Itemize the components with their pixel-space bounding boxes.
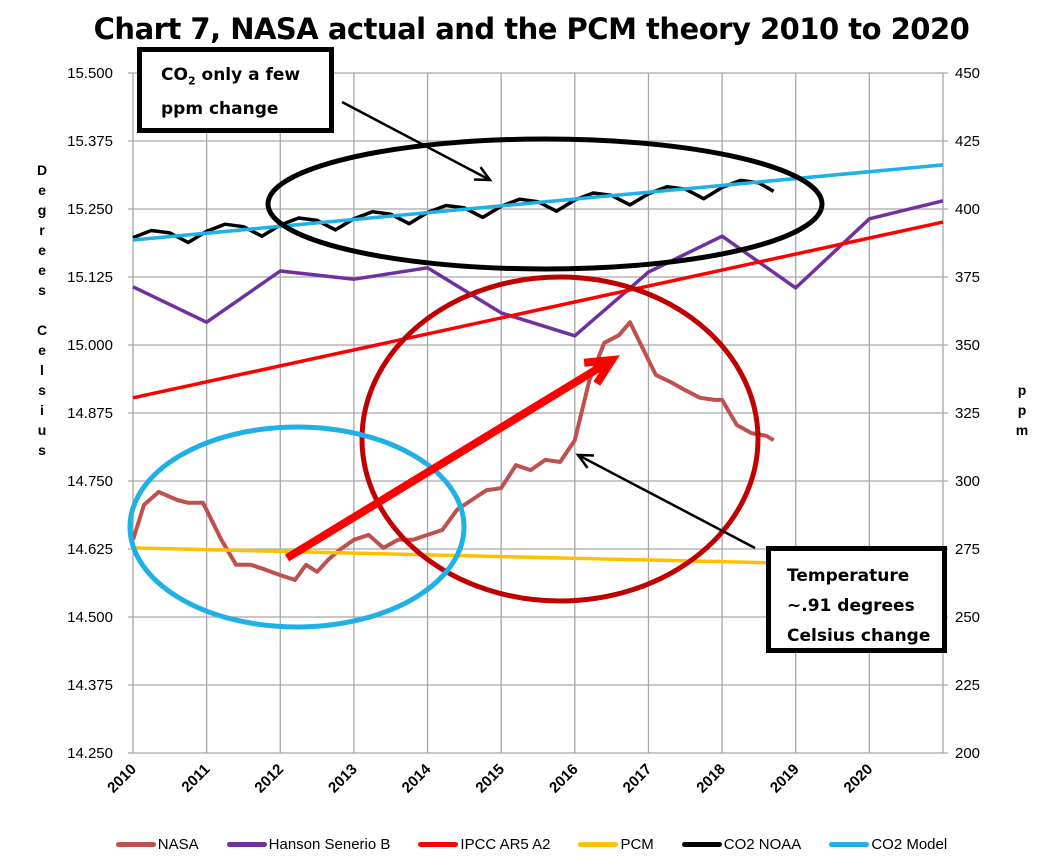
- temp-text-line1: Temperature: [787, 566, 910, 586]
- y-tick-label-right: 250: [955, 609, 980, 626]
- series-line-hanson-senerio-b: [132, 199, 944, 338]
- y-tick-label-right: 275: [955, 541, 980, 558]
- axis-label-char: l: [40, 362, 44, 378]
- x-tick-label: 2012: [251, 761, 287, 797]
- legend-swatch: [578, 842, 619, 847]
- y-tick-label-left: 14.625: [67, 541, 113, 558]
- temperature-annotation-box: Temperature ~.91 degrees Celsius change: [766, 546, 947, 653]
- y-tick-label-left: 15.125: [67, 269, 113, 286]
- legend-swatch: [418, 842, 459, 847]
- x-tick-label: 2011: [178, 761, 213, 796]
- axis-label-char: C: [36, 322, 48, 338]
- axis-label-char: D: [36, 162, 48, 178]
- legend-label: CO2 Model: [871, 836, 948, 853]
- y-tick-label-left: 15.375: [67, 133, 113, 150]
- y-tick-label-right: 350: [955, 337, 980, 354]
- x-tick-label: 2018: [693, 761, 729, 797]
- temperature-ellipse: [359, 274, 761, 604]
- x-tick-label: 2016: [546, 761, 582, 797]
- y-tick-label-left: 14.375: [67, 677, 113, 694]
- axis-label-char: g: [37, 202, 47, 218]
- axis-label-char: e: [38, 342, 46, 358]
- axis-label-char: s: [38, 442, 46, 458]
- y-tick-label-left: 14.875: [67, 405, 113, 422]
- x-tick-label: 2020: [841, 761, 877, 797]
- axis-label-char: r: [39, 222, 45, 238]
- legend-swatch: [115, 842, 156, 847]
- co2-ellipse: [265, 136, 825, 272]
- legend-label: CO2 NOAA: [723, 836, 802, 853]
- series-line-nasa: [131, 320, 775, 582]
- axis-label-char: s: [38, 382, 46, 398]
- legend-swatch: [226, 842, 267, 847]
- y-tick-label-left: 14.250: [67, 745, 113, 762]
- legend: NASA Hanson Senerio B IPCC AR5 A2 PCM CO2 NO…: [0, 836, 1063, 853]
- temp-text-line3: Celsius change: [787, 626, 931, 646]
- axis-label-char: p: [1017, 382, 1027, 398]
- y-tick-label-right: 225: [955, 677, 980, 694]
- x-tick-label: 2015: [472, 761, 508, 797]
- axis-label-char: e: [38, 182, 46, 198]
- legend-item: NASA: [115, 836, 199, 853]
- legend-item: PCM: [578, 836, 654, 853]
- co2-annotation-box: CO2 only a few ppm change: [137, 47, 334, 133]
- trend-arrow-head: [583, 355, 620, 386]
- x-tick-label: 2010: [104, 761, 140, 797]
- legend-swatch: [829, 842, 870, 847]
- legend-item: CO2 Model: [829, 836, 947, 853]
- temperature-arrow: [577, 453, 756, 550]
- co2-arrow: [341, 100, 491, 182]
- y-tick-label-left: 15.500: [67, 65, 113, 82]
- y-tick-label-right: 425: [955, 133, 980, 150]
- co2-text: CO: [161, 65, 188, 85]
- y-tick-label-right: 450: [955, 65, 980, 82]
- temperature-arrow-head: [575, 453, 595, 469]
- temp-text-line2: ~.91 degrees: [787, 596, 915, 616]
- co2-subscript: 2: [187, 74, 196, 88]
- y-tick-label-left: 15.000: [67, 337, 113, 354]
- axis-label-char: m: [1015, 422, 1029, 438]
- axis-label-char: e: [38, 242, 46, 258]
- x-tick-label: 2013: [325, 761, 361, 797]
- chart-title: Chart 7, NASA actual and the PCM theory …: [93, 12, 970, 46]
- y-tick-label-right: 325: [955, 405, 980, 422]
- early-period-ellipse: [127, 424, 467, 630]
- y-tick-label-right: 400: [955, 201, 980, 218]
- trend-arrow: [284, 356, 615, 562]
- x-tick-label: 2017: [620, 761, 656, 797]
- y-tick-label-left: 14.750: [67, 473, 113, 490]
- series-line-co2-noaa: [132, 178, 775, 245]
- y-tick-label-right: 375: [955, 269, 980, 286]
- y-tick-label-right: 200: [955, 745, 980, 762]
- legend-label: PCM: [620, 836, 654, 853]
- y-tick-label-right: 300: [955, 473, 980, 490]
- co2-arrow-head: [473, 166, 493, 182]
- axis-label-char: u: [37, 422, 47, 438]
- legend-item: Hanson Senerio B: [226, 836, 391, 853]
- axis-label-char: p: [1017, 402, 1027, 418]
- legend-swatch: [681, 842, 722, 847]
- y-tick-label-left: 15.250: [67, 201, 113, 218]
- legend-item: CO2 NOAA: [681, 836, 802, 853]
- legend-item: IPCC AR5 A2: [418, 836, 550, 853]
- x-tick-label: 2019: [767, 761, 803, 797]
- legend-label: Hanson Senerio B: [268, 836, 391, 853]
- y-tick-label-left: 14.500: [67, 609, 113, 626]
- axis-label-char: [34, 300, 50, 320]
- series-line-ipcc-ar5-a2: [132, 220, 944, 400]
- axis-label-char: s: [38, 282, 46, 298]
- legend-label: NASA: [157, 836, 199, 853]
- co2-text-line2: ppm change: [161, 99, 279, 120]
- x-tick-label: 2014: [399, 760, 435, 796]
- legend-label: IPCC AR5 A2: [460, 836, 551, 853]
- axis-label-char: i: [40, 402, 44, 418]
- axis-label-char: e: [38, 262, 46, 278]
- series-line-co2-model: [132, 163, 944, 242]
- co2-text-rest: only a few: [195, 65, 301, 85]
